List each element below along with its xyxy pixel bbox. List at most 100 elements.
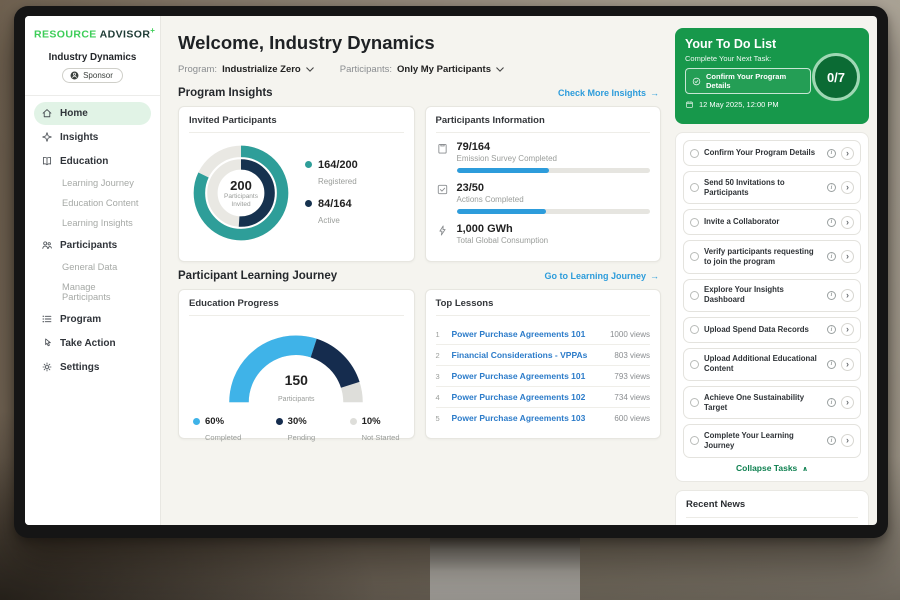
lesson-title-link[interactable]: Financial Considerations - VPPAs: [451, 350, 588, 360]
lesson-row[interactable]: 1 Power Purchase Agreements 101 1000 vie…: [435, 324, 650, 345]
metric-label: Actions Completed: [456, 195, 524, 204]
info-icon[interactable]: [827, 325, 836, 335]
info-icon[interactable]: [827, 398, 836, 408]
gauge-center-value: 150: [284, 372, 308, 388]
education-gauge-chart: 150 Participants: [221, 324, 371, 410]
chevron-right-icon[interactable]: [841, 250, 854, 264]
link-label: Check More Insights: [557, 88, 646, 98]
task-row[interactable]: Verify participants requesting to join t…: [683, 240, 861, 274]
task-row[interactable]: Achieve One Sustainability Target: [683, 386, 861, 420]
insights-icon: [42, 132, 52, 142]
sidebar-item-general-data[interactable]: General Data: [34, 258, 151, 277]
chevron-right-icon[interactable]: [841, 146, 854, 160]
info-icon[interactable]: [827, 183, 836, 193]
card-title: Invited Participants: [189, 115, 404, 133]
task-checkbox[interactable]: [690, 148, 699, 158]
sidebar-item-home[interactable]: Home: [34, 101, 151, 125]
chevron-right-icon[interactable]: [841, 357, 854, 371]
task-label: Confirm Your Program Details: [704, 147, 816, 157]
next-task-pill[interactable]: Confirm Your Program Details: [685, 68, 811, 94]
legend-label: Pending: [287, 433, 316, 442]
lesson-title-link[interactable]: Power Purchase Agreements 102: [451, 392, 586, 402]
task-checkbox[interactable]: [690, 290, 699, 300]
task-checkbox[interactable]: [690, 398, 699, 408]
sidebar-item-label: Education Content: [62, 198, 139, 208]
brand-logo: RESOURCE ADVISOR+: [34, 26, 155, 41]
check-more-insights-link[interactable]: Check More Insights →: [558, 88, 659, 98]
sidebar-item-insights[interactable]: Insights: [34, 126, 151, 149]
task-checkbox[interactable]: [690, 217, 699, 227]
info-icon[interactable]: [827, 436, 836, 446]
sponsor-badge[interactable]: Sponsor: [62, 67, 123, 83]
sidebar-item-label: Settings: [60, 361, 100, 373]
task-row[interactable]: Explore Your Insights Dashboard: [683, 278, 861, 312]
info-icon[interactable]: [827, 359, 836, 369]
chevron-right-icon[interactable]: [841, 181, 854, 195]
legend-dot: [305, 160, 312, 168]
task-row[interactable]: Upload Spend Data Records: [683, 316, 861, 343]
filter-bar: Program: Industrialize Zero Participants…: [178, 64, 661, 75]
chevron-right-icon[interactable]: [841, 396, 854, 410]
sidebar-item-learning-insights[interactable]: Learning Insights: [34, 214, 151, 233]
task-row[interactable]: Complete Your Learning Journey: [683, 424, 861, 458]
sidebar-item-label: Learning Journey: [62, 178, 134, 188]
program-filter-label: Program:: [178, 64, 218, 75]
sidebar-item-program[interactable]: Program: [34, 308, 151, 331]
education-progress-card: Education Progress 150 Participants: [178, 289, 415, 442]
task-checkbox[interactable]: [690, 436, 699, 446]
legend-value: 60%: [205, 416, 225, 427]
info-icon[interactable]: [827, 252, 836, 262]
task-checkbox[interactable]: [690, 252, 699, 262]
lesson-row[interactable]: 5 Power Purchase Agreements 103 600 view…: [436, 408, 651, 428]
sidebar-item-participants[interactable]: Participants: [34, 234, 151, 257]
check-circle-icon: [692, 77, 701, 85]
task-row[interactable]: Upload Additional Educational Content: [683, 347, 861, 381]
legend-value: 84/164: [318, 197, 352, 210]
collapse-tasks-link[interactable]: Collapse Tasks ∧: [683, 463, 861, 473]
lesson-title-link[interactable]: Power Purchase Agreements 103: [451, 413, 586, 423]
chevron-right-icon[interactable]: [841, 215, 854, 229]
recent-news-card: Recent News: [675, 489, 869, 525]
checklist-icon: [437, 184, 447, 195]
legend-label: Registered: [318, 176, 357, 186]
sidebar-item-take-action[interactable]: Take Action: [34, 332, 151, 355]
task-checkbox[interactable]: [690, 325, 699, 335]
info-icon[interactable]: [827, 290, 836, 300]
participants-filter-value: Only My Participants: [397, 64, 491, 75]
lesson-title-link[interactable]: Power Purchase Agreements 101: [451, 329, 586, 339]
metric-value: 1,000 GWh: [456, 223, 513, 235]
legend-value: 30%: [287, 416, 307, 427]
section-title: Program Insights: [178, 87, 273, 99]
sidebar-item-manage-participants[interactable]: Manage Participants: [34, 278, 151, 307]
card-title: Education Progress: [189, 298, 404, 316]
lesson-row[interactable]: 2 Financial Considerations - VPPAs 803 v…: [435, 345, 650, 366]
chevron-right-icon[interactable]: [841, 288, 854, 302]
task-checkbox[interactable]: [690, 359, 699, 369]
sidebar-item-label: Take Action: [60, 337, 116, 349]
lesson-rank: 3: [435, 371, 440, 381]
sidebar-item-label: General Data: [62, 262, 118, 272]
go-to-learning-journey-link[interactable]: Go to Learning Journey →: [544, 271, 659, 281]
task-checkbox[interactable]: [690, 183, 699, 193]
info-icon[interactable]: [827, 148, 836, 158]
lesson-row[interactable]: 3 Power Purchase Agreements 101 793 view…: [435, 366, 650, 387]
link-label: Go to Learning Journey: [544, 271, 646, 281]
task-row[interactable]: Confirm Your Program Details: [683, 140, 861, 166]
arrow-right-icon: →: [650, 271, 659, 281]
participants-information-card: Participants Information 79/164 Emission…: [424, 106, 661, 262]
lesson-row[interactable]: 4 Power Purchase Agreements 102 734 view…: [435, 387, 650, 408]
chevron-right-icon[interactable]: [841, 323, 854, 337]
task-label: Verify participants requesting to join t…: [704, 246, 814, 266]
task-row[interactable]: Send 50 Invitations to Participants: [683, 171, 861, 205]
brand-plus: +: [150, 26, 156, 35]
participants-filter[interactable]: Participants: Only My Participants: [340, 64, 504, 75]
sidebar-item-settings[interactable]: Settings: [34, 356, 151, 379]
program-filter[interactable]: Program: Industrialize Zero: [178, 64, 314, 75]
sidebar-item-learning-journey[interactable]: Learning Journey: [34, 174, 151, 193]
sidebar-item-education[interactable]: Education: [34, 150, 151, 173]
lesson-title-link[interactable]: Power Purchase Agreements 101: [451, 371, 586, 381]
task-row[interactable]: Invite a Collaborator: [683, 209, 861, 236]
info-icon[interactable]: [827, 217, 836, 227]
sidebar-item-education-content[interactable]: Education Content: [34, 194, 151, 213]
chevron-right-icon[interactable]: [841, 434, 854, 448]
